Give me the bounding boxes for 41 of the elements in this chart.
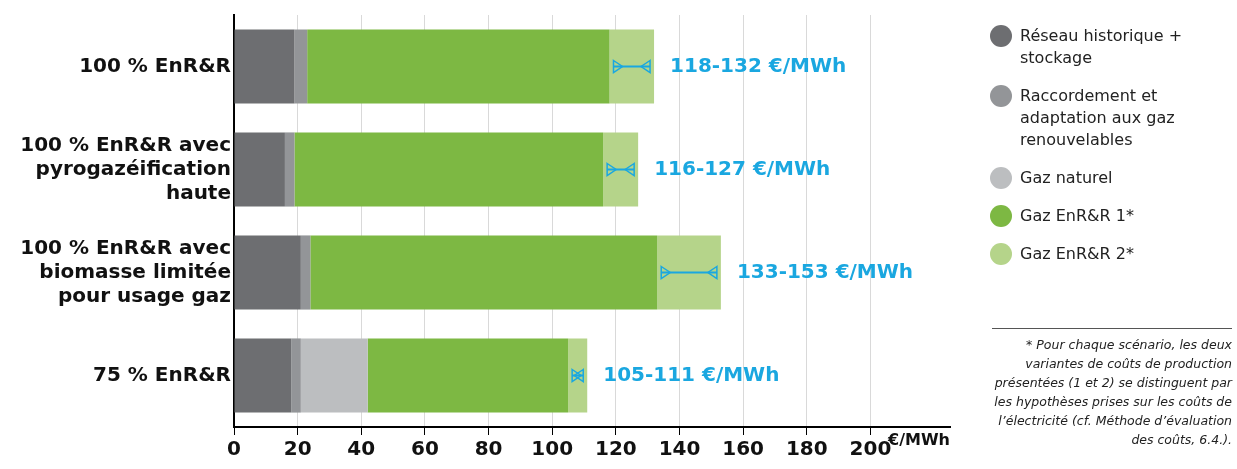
bar (609, 29, 655, 104)
x-tick-label: 20 (283, 436, 312, 461)
annotation: 105-111 €/MWh (603, 361, 780, 386)
x-tick-label: 140 (658, 436, 701, 461)
x-tick-label: 120 (594, 436, 637, 461)
bar (657, 235, 721, 310)
text: * Pour chaque scénario, les deux variantes de coûts de production présentées (1 et 2) se distinguent par les hypothèses prises sur les coûts de l’électricité (cf. Méthode d’évaluation des coûts, 6.4.). (992, 328, 1232, 449)
y-tick-label: 100 % EnR&R avec biomasse limitée pour usage gaz (20, 234, 231, 307)
annotation: 116-127 €/MWh (654, 155, 831, 180)
bar (234, 29, 295, 104)
bar (367, 338, 569, 413)
bar (310, 235, 658, 310)
y-tick-label: 75 % EnR&R (93, 361, 231, 386)
annotation: 133-153 €/MWh (736, 258, 914, 283)
x-tick-label: 80 (474, 436, 503, 461)
y-tick-label: 100 % EnR&R (79, 52, 231, 77)
bar (291, 338, 301, 413)
bar (603, 132, 639, 207)
bar (307, 29, 610, 104)
legend-label: Gaz EnR&R 1* (1020, 205, 1134, 227)
legend-label: Gaz naturel (1020, 167, 1113, 189)
annotation: 118-132 €/MWh (670, 52, 847, 77)
x-tick-label: 0 (227, 436, 241, 461)
x-tick-label: 180 (785, 436, 828, 461)
x-tick-label: 160 (722, 436, 765, 461)
bar (294, 132, 604, 207)
legend-label: Raccordement et adaptation aux gaz renouvelables (1020, 85, 1176, 151)
x-tick-label: 100 (531, 436, 574, 461)
bar (234, 338, 292, 413)
bar (234, 235, 301, 310)
bar (234, 132, 285, 207)
x-tick-label: 60 (411, 436, 439, 461)
legend-label: Gaz EnR&R 2* (1020, 243, 1134, 265)
bar (300, 235, 311, 310)
bar (294, 29, 308, 104)
y-tick-label: 100 % EnR&R avec pyrogazéification haute (20, 131, 231, 204)
legend-label: Réseau historique + stockage (1020, 25, 1184, 69)
bar (300, 338, 368, 413)
bar (568, 338, 588, 413)
x-tick-label: 40 (347, 436, 376, 461)
bar (284, 132, 295, 207)
